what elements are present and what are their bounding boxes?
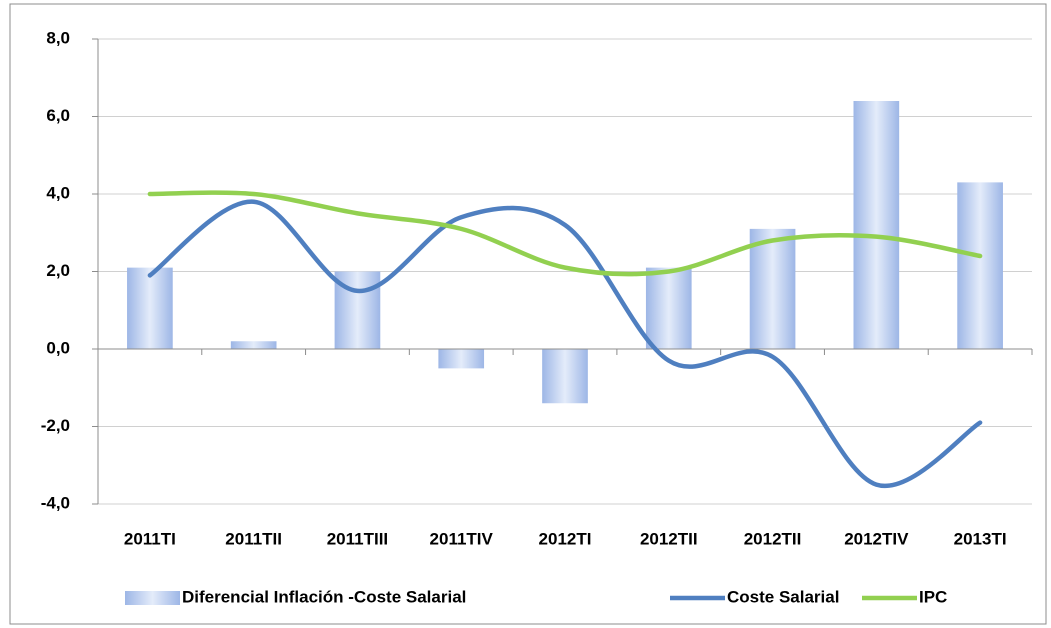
- x-tick-label: 2012TII: [744, 529, 802, 548]
- y-tick-label: 0,0: [46, 338, 70, 357]
- y-tick-label: 2,0: [46, 261, 70, 280]
- line: [147, 199, 983, 489]
- x-tick-label: 2012TIV: [844, 529, 909, 548]
- bar: [127, 267, 173, 349]
- y-tick-label: -4,0: [41, 493, 70, 512]
- y-tick-label: 8,0: [46, 28, 70, 47]
- y-tick-label: -2,0: [41, 416, 70, 435]
- line: [147, 190, 983, 277]
- bar: [853, 101, 900, 349]
- legend-label: IPC: [919, 587, 947, 606]
- legend-swatch: [125, 591, 180, 605]
- legend-label: Diferencial Inflación -Coste Salarial: [182, 587, 466, 606]
- bar: [542, 349, 588, 404]
- x-tick-label: 2013TI: [954, 529, 1007, 548]
- x-tick-label: 2012TI: [539, 529, 592, 548]
- bar: [749, 228, 796, 349]
- x-tick-label: 2011TII: [225, 529, 282, 548]
- bar: [230, 341, 277, 349]
- bar: [438, 349, 485, 369]
- y-tick-label: 4,0: [46, 183, 70, 202]
- x-tick-label: 2011TI: [124, 529, 176, 548]
- bar: [645, 267, 692, 349]
- x-tick-label: 2012TII: [640, 529, 698, 548]
- y-tick-label: 6,0: [46, 106, 70, 125]
- x-tick-label: 2011TIII: [327, 529, 388, 548]
- bar: [957, 182, 1003, 349]
- x-tick-label: 2011TIV: [430, 529, 494, 548]
- legend-label: Coste Salarial: [727, 587, 839, 606]
